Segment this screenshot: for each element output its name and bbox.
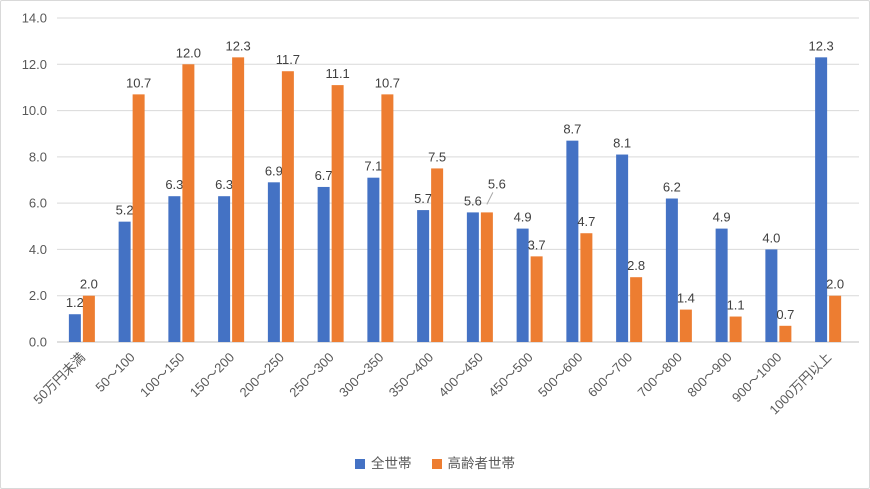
bar-series1-cat9 — [530, 256, 543, 342]
data-label-series1-cat9: 3.7 — [528, 237, 546, 252]
data-label-series0-cat15: 12.3 — [808, 38, 833, 53]
bar-series1-cat12 — [679, 309, 692, 342]
data-label-series0-cat4: 6.9 — [265, 163, 283, 178]
x-category-label: 800〜900 — [684, 350, 734, 400]
data-label-series0-cat13: 4.9 — [713, 210, 731, 225]
bar-series0-cat8 — [466, 212, 479, 342]
y-tick-label: 4.0 — [29, 242, 47, 257]
bar-series1-cat13 — [729, 316, 742, 342]
bar-series0-cat5 — [317, 186, 330, 342]
data-label-series1-cat0: 2.0 — [80, 277, 98, 292]
data-label-series1-cat15: 2.0 — [826, 277, 844, 292]
bar-series0-cat11 — [616, 154, 629, 342]
data-label-series1-cat7: 7.5 — [428, 149, 446, 164]
bar-series1-cat6 — [381, 94, 394, 342]
bar-series0-cat10 — [566, 140, 579, 342]
bar-series1-cat14 — [779, 325, 792, 342]
y-tick-label: 8.0 — [29, 149, 47, 164]
data-label-series1-cat13: 1.1 — [727, 298, 745, 313]
bar-series1-cat0 — [82, 295, 95, 342]
legend-item-elderly-households: 高齢者世帯 — [431, 456, 516, 471]
x-category-label: 150〜200 — [187, 350, 237, 400]
y-tick-label: 6.0 — [29, 196, 47, 211]
x-category-label: 700〜800 — [635, 350, 685, 400]
data-label-series1-cat6: 10.7 — [375, 75, 400, 90]
bar-series0-cat0 — [68, 314, 81, 342]
x-category-label: 500〜600 — [535, 350, 585, 400]
y-tick-label: 2.0 — [29, 288, 47, 303]
data-label-series0-cat2: 6.3 — [165, 177, 183, 192]
x-category-label: 50〜100 — [92, 350, 137, 395]
data-label-series0-cat8: 5.6 — [464, 193, 482, 208]
y-tick-label: 12.0 — [22, 57, 47, 72]
bar-series1-cat2 — [182, 64, 195, 343]
data-label-series0-cat10: 8.7 — [563, 122, 581, 137]
bar-series1-cat3 — [232, 57, 245, 342]
data-label-series0-cat3: 6.3 — [215, 177, 233, 192]
bar-series0-cat3 — [218, 196, 231, 342]
data-label-series0-cat11: 8.1 — [613, 136, 631, 151]
data-label-series1-cat12: 1.4 — [677, 291, 695, 306]
x-category-label: 600〜700 — [585, 350, 635, 400]
x-category-label: 350〜400 — [386, 350, 436, 400]
y-tick-label: 0.0 — [29, 335, 47, 350]
bar-series0-cat7 — [417, 210, 430, 342]
data-label-series0-cat6: 7.1 — [364, 159, 382, 174]
bar-series0-cat15 — [815, 57, 828, 342]
data-label-series1-cat5: 11.1 — [325, 66, 349, 81]
data-label-series0-cat7: 5.7 — [414, 191, 432, 206]
data-label-series1-cat1: 10.7 — [126, 75, 151, 90]
bar-series0-cat1 — [118, 221, 131, 342]
x-category-label: 400〜450 — [436, 350, 486, 400]
bar-series1-cat5 — [331, 85, 344, 342]
bar-series0-cat13 — [715, 228, 728, 342]
x-category-label: 200〜250 — [237, 350, 287, 400]
x-category-label: 450〜500 — [485, 350, 535, 400]
data-label-series1-cat11: 2.8 — [627, 258, 645, 273]
data-label-series0-cat9: 4.9 — [514, 210, 532, 225]
bar-series1-cat7 — [431, 168, 444, 342]
chart-legend: 全世帯 高齢者世帯 — [1, 457, 869, 471]
bar-series1-cat4 — [281, 71, 294, 342]
x-category-label: 250〜300 — [286, 350, 336, 400]
bar-series1-cat15 — [829, 295, 842, 342]
x-category-label: 50万円未満 — [30, 350, 88, 408]
bar-series0-cat12 — [665, 198, 678, 342]
data-label-series0-cat12: 6.2 — [663, 180, 681, 195]
legend-label-all-households: 全世帯 — [371, 456, 412, 471]
data-label-series1-cat4: 11.7 — [276, 52, 300, 67]
data-label-series0-cat0: 1.2 — [66, 295, 84, 310]
data-label-series0-cat14: 4.0 — [762, 230, 780, 245]
bar-series0-cat2 — [168, 196, 181, 342]
bar-series0-cat6 — [367, 177, 380, 342]
bar-series0-cat9 — [516, 228, 529, 342]
bar-series1-cat11 — [630, 277, 643, 342]
legend-item-all-households: 全世帯 — [355, 457, 412, 471]
legend-swatch-all-households — [355, 458, 365, 469]
bar-series1-cat10 — [580, 233, 593, 342]
data-label-series1-cat3: 12.3 — [225, 38, 250, 53]
data-label-leader-line — [486, 192, 494, 205]
data-label-series1-cat8: 5.6 — [488, 176, 506, 191]
y-tick-label: 14.0 — [22, 11, 47, 26]
x-category-label: 100〜150 — [137, 350, 187, 400]
bar-series0-cat14 — [765, 249, 778, 342]
data-label-series1-cat2: 12.0 — [176, 45, 201, 60]
y-tick-label: 10.0 — [22, 103, 47, 118]
bar-chart-plot: 0.0 2.0 4.0 6.0 8.0 10.0 12.0 14.0 1.2 5.2 6.3 6.3 6… — [22, 11, 859, 417]
bar-series1-cat8 — [480, 212, 493, 342]
x-category-label: 300〜350 — [336, 350, 386, 400]
data-label-series1-cat14: 0.7 — [776, 307, 794, 322]
data-label-series1-cat10: 4.7 — [577, 214, 595, 229]
data-label-series0-cat5: 6.7 — [315, 168, 333, 183]
legend-label-elderly-households: 高齢者世帯 — [447, 456, 516, 471]
legend-swatch-elderly-households — [431, 458, 442, 469]
bar-series1-cat1 — [132, 94, 145, 342]
bar-series0-cat4 — [267, 182, 280, 342]
data-label-series0-cat1: 5.2 — [116, 203, 134, 218]
